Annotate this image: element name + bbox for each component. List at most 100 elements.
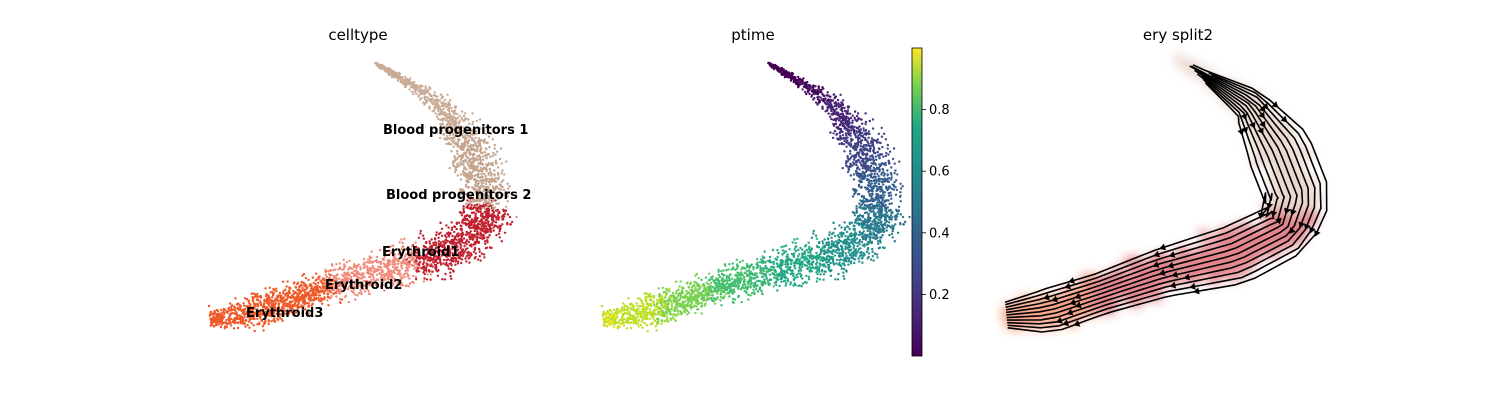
cell-point <box>453 237 457 241</box>
cell-point <box>412 281 415 284</box>
cell-point <box>859 145 862 148</box>
cell-point <box>500 162 503 165</box>
cell-point <box>455 112 459 116</box>
cell-point <box>428 98 431 101</box>
cell-point <box>465 176 468 179</box>
cell-point <box>253 329 256 333</box>
cell-point <box>886 147 889 150</box>
cell-point <box>454 263 457 266</box>
cell-point <box>463 142 467 146</box>
cell-point <box>218 313 221 316</box>
cell-point <box>375 273 379 276</box>
cell-point <box>447 267 450 270</box>
cell-point <box>456 165 459 168</box>
cell-point <box>793 238 796 241</box>
cell-point <box>492 211 496 214</box>
cell-point <box>236 315 239 318</box>
cell-point <box>477 225 480 229</box>
cell-point <box>843 277 846 280</box>
cell-point <box>466 247 469 250</box>
cell-point <box>856 250 860 253</box>
cell-point <box>308 294 312 297</box>
cell-point <box>868 119 871 123</box>
cell-point <box>496 214 500 217</box>
cell-point <box>301 289 304 292</box>
cell-point <box>329 274 332 277</box>
cell-point <box>896 173 899 176</box>
cell-point <box>380 269 384 272</box>
cell-point <box>460 147 463 150</box>
cell-point <box>383 265 386 268</box>
panel-ptime: ptime 0.20.40.60.8 <box>600 26 950 357</box>
cell-point <box>437 236 440 239</box>
cell-point <box>209 310 212 313</box>
cell-point <box>899 213 903 216</box>
cell-point <box>478 255 481 258</box>
cell-point <box>439 93 442 96</box>
cell-point <box>848 227 851 231</box>
cell-point <box>655 329 658 332</box>
cell-point <box>885 152 888 155</box>
cell-point <box>284 294 287 297</box>
cell-point <box>474 252 478 255</box>
cell-point <box>420 96 423 100</box>
cell-point <box>498 224 501 227</box>
cell-point <box>417 95 420 98</box>
cell-point <box>486 212 489 216</box>
cell-point <box>472 243 475 246</box>
cell-point <box>422 280 426 283</box>
cell-point <box>474 255 477 259</box>
cell-point <box>429 278 432 281</box>
cell-point <box>457 124 460 128</box>
cell-point <box>646 329 649 333</box>
cell-point <box>215 320 219 323</box>
cell-point <box>463 216 466 219</box>
cell-point <box>288 300 292 303</box>
cell-point <box>388 261 391 264</box>
cell-point <box>286 280 289 283</box>
cell-point <box>441 278 444 281</box>
cell-point <box>492 152 495 155</box>
cell-point <box>478 142 482 146</box>
cell-point <box>826 238 830 241</box>
cell-point <box>234 297 237 300</box>
cell-point <box>493 143 496 147</box>
cell-point <box>365 261 369 264</box>
cell-point <box>460 110 464 113</box>
cell-point <box>639 323 642 327</box>
cell-point <box>472 167 476 170</box>
cell-point <box>354 264 357 268</box>
cell-point <box>408 277 411 280</box>
cell-point <box>383 274 386 277</box>
cell-point <box>437 117 440 121</box>
cell-point <box>490 194 493 197</box>
cell-point <box>485 180 488 183</box>
cell-point <box>801 277 804 280</box>
cell-point <box>461 118 464 122</box>
cell-point <box>450 228 454 231</box>
cell-point <box>442 104 445 108</box>
cell-point <box>417 270 421 273</box>
cell-point <box>723 294 726 298</box>
cell-point <box>700 278 703 282</box>
cell-point <box>494 159 497 162</box>
cell-point <box>622 302 625 305</box>
cell-point <box>397 77 400 81</box>
cell-point <box>749 294 752 297</box>
cell-point <box>452 110 455 113</box>
cell-point <box>417 90 421 93</box>
cell-point <box>829 131 832 134</box>
cell-point <box>294 301 297 305</box>
cell-point <box>740 300 743 304</box>
cell-point <box>401 267 404 270</box>
cell-point <box>491 138 495 141</box>
cell-point <box>344 274 347 277</box>
cell-point <box>444 272 447 276</box>
cell-point <box>332 269 335 272</box>
cell-point <box>372 267 376 270</box>
cell-point <box>431 265 434 268</box>
cell-point <box>498 229 501 233</box>
cell-point <box>316 286 319 289</box>
cell-point <box>460 227 463 231</box>
